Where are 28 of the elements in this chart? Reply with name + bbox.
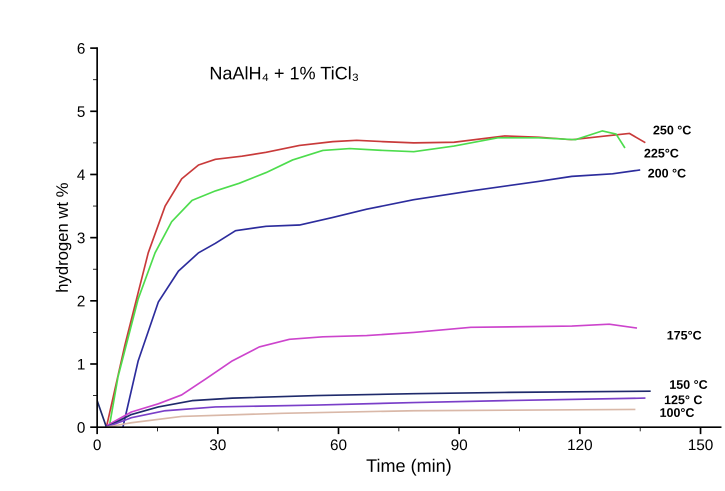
series-label: 225°C — [644, 148, 678, 158]
line-series — [106, 397, 646, 428]
y-tick-label: 3 — [77, 232, 85, 244]
series-label: 200 °C — [648, 168, 686, 178]
text: 175°C — [668, 330, 702, 340]
x-tick-label: 0 — [94, 439, 101, 450]
y-axis-title: hydrogen wt % — [56, 183, 72, 292]
y-tick-label: 0 — [77, 422, 85, 433]
x-axis-title: Time (min) — [366, 458, 451, 476]
x-tick-label: 150 — [688, 439, 713, 450]
y-tick-label: 1 — [78, 359, 85, 370]
series-label: 125° C — [664, 395, 702, 404]
x-tick-label: 90 — [451, 439, 468, 450]
line-series — [97, 390, 651, 428]
y-tick-label: 6 — [78, 42, 85, 54]
y-tick-label: 4 — [77, 169, 85, 180]
y-tick-label: 2 — [78, 296, 85, 306]
line-series — [122, 169, 640, 428]
text: 100°C — [660, 408, 694, 418]
text: NaAlH₄ + 1% TiCl₃ — [210, 66, 358, 81]
y-tick-label: 5 — [77, 106, 85, 117]
line-series — [106, 323, 638, 427]
line-series — [106, 408, 636, 428]
series-label: 250 °C — [653, 126, 691, 134]
series-label: 150 °C — [670, 380, 708, 389]
x-tick-label: 60 — [330, 439, 346, 450]
x-tick-label: 30 — [210, 439, 226, 450]
x-tick-label: 120 — [568, 439, 592, 450]
